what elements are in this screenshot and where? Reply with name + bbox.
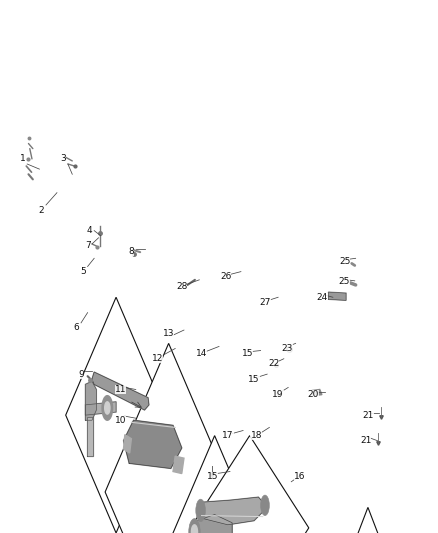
- Polygon shape: [162, 435, 267, 533]
- Polygon shape: [87, 417, 93, 456]
- Text: 19: 19: [272, 390, 284, 399]
- Text: 9: 9: [78, 369, 84, 378]
- Text: 6: 6: [74, 324, 80, 333]
- Polygon shape: [173, 456, 184, 473]
- Circle shape: [189, 519, 200, 533]
- Polygon shape: [171, 507, 324, 533]
- Text: 18: 18: [251, 431, 262, 440]
- Circle shape: [102, 395, 113, 420]
- Polygon shape: [328, 292, 346, 300]
- Text: 2: 2: [39, 206, 44, 215]
- Text: 10: 10: [115, 416, 126, 425]
- Text: 14: 14: [196, 349, 207, 358]
- Text: 24: 24: [316, 293, 328, 302]
- Text: 11: 11: [115, 385, 126, 394]
- Text: 25: 25: [339, 257, 350, 266]
- Circle shape: [191, 525, 198, 533]
- Text: 3: 3: [60, 155, 67, 164]
- Text: 15: 15: [242, 349, 253, 358]
- Circle shape: [196, 499, 205, 522]
- Text: 4: 4: [87, 226, 92, 235]
- Text: 5: 5: [80, 267, 86, 276]
- Text: 15: 15: [248, 375, 260, 384]
- Polygon shape: [311, 507, 425, 533]
- Text: 21: 21: [360, 436, 371, 445]
- Polygon shape: [85, 402, 116, 415]
- Text: 28: 28: [176, 282, 187, 292]
- Polygon shape: [191, 435, 309, 533]
- Text: 13: 13: [163, 329, 174, 337]
- Text: 1: 1: [20, 155, 26, 164]
- Text: 26: 26: [220, 272, 231, 281]
- Text: 20: 20: [307, 390, 319, 399]
- Text: 17: 17: [222, 431, 233, 440]
- Text: 27: 27: [259, 298, 271, 307]
- Text: 15: 15: [207, 472, 218, 481]
- Polygon shape: [124, 434, 131, 453]
- Polygon shape: [105, 343, 232, 533]
- Polygon shape: [66, 297, 166, 533]
- Text: 16: 16: [294, 472, 306, 481]
- Polygon shape: [92, 372, 149, 410]
- Polygon shape: [312, 390, 322, 395]
- Polygon shape: [124, 420, 182, 469]
- Text: 22: 22: [268, 359, 279, 368]
- Polygon shape: [199, 497, 267, 525]
- Text: 7: 7: [85, 241, 91, 251]
- Polygon shape: [85, 381, 96, 420]
- Text: 25: 25: [338, 277, 350, 286]
- Text: 12: 12: [152, 354, 163, 364]
- Polygon shape: [191, 514, 232, 533]
- Text: 23: 23: [281, 344, 293, 353]
- Circle shape: [105, 402, 110, 414]
- Text: 21: 21: [362, 410, 374, 419]
- Text: 8: 8: [128, 247, 134, 256]
- Circle shape: [261, 495, 269, 515]
